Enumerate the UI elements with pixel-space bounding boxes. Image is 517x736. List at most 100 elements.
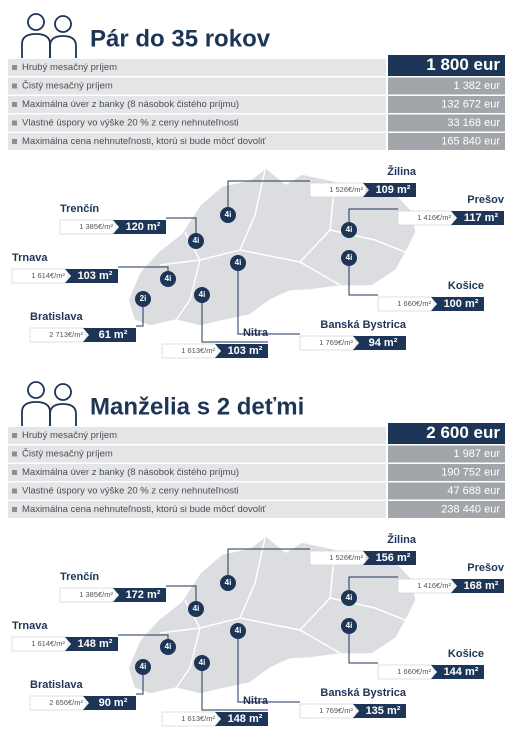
city-name: Bratislava [30,311,83,323]
row-bg [8,501,386,518]
size-box [451,579,504,593]
city-marker [220,575,236,591]
row-value: 1 800 eur [426,55,500,74]
city-name: Nitra [243,327,269,339]
price-box [11,636,69,652]
row-label: Vlastné úspory vo výške 20 % z ceny nehn… [22,118,239,129]
price-box [309,182,367,198]
row-label: Maximálna cena nehnuteľnosti, ktorú si b… [22,136,266,147]
price: 1 385€/m² [79,222,113,231]
size-box [363,183,416,197]
price-box [397,210,455,226]
price-box [299,335,357,351]
callout-line [136,299,144,327]
size: 61 m² [99,329,128,341]
price-box [59,587,117,603]
value-bg [388,96,505,113]
value-bg [388,55,505,76]
row-label: Maximálna cena nehnuteľnosti, ktorú si b… [22,504,266,515]
size-box [83,328,136,342]
size: 117 m² [464,212,499,224]
row-bg [8,482,386,500]
marker-label: 4i [140,662,147,671]
row-label: Vlastné úspory vo výške 20 % z ceny nehn… [22,486,239,497]
marker-label: 4i [235,258,242,267]
size: 148 m² [228,713,263,725]
price-box [161,343,219,359]
marker-label: 4i [193,236,200,245]
row-label: Maximálna úver z banky (8 násobok čistéh… [22,467,239,478]
bullet [12,451,17,457]
price: 1 769€/m² [319,706,353,715]
price-box [161,711,219,727]
size: 109 m² [376,184,411,196]
price: 1 614€/m² [31,639,65,648]
size: 135 m² [366,705,401,717]
region-border [239,537,266,619]
price: 1 526€/m² [329,553,363,562]
icon-body [21,33,51,58]
price-box [377,664,435,680]
marker-label: 4i [346,621,353,630]
size: 168 m² [464,580,499,592]
icon-head [54,383,72,401]
price-box [29,695,87,711]
size-box [451,211,504,225]
price: 2 656€/m² [49,698,83,707]
bullet [12,65,17,70]
callout-line [237,631,300,703]
callout-line [348,258,378,296]
row-value: 238 440 eur [441,503,500,515]
size: 144 m² [444,666,479,678]
city-marker [135,291,151,307]
city-name: Žilina [387,165,417,178]
price-box [397,578,455,594]
row-value: 2 600 eur [426,423,500,442]
price: 1 660€/m² [397,299,431,308]
value-bg [388,77,505,95]
row-value: 33 168 eur [447,117,500,129]
size-box [353,704,406,718]
price-box [299,703,357,719]
size-box [353,336,406,350]
callout-line [237,263,300,335]
city-marker [341,250,357,266]
row-label: Čistý mesačný príjem [22,449,113,460]
size: 100 m² [444,298,479,310]
city-name: Banská Bystrica [320,687,406,699]
row-value: 1 382 eur [454,80,501,92]
region-border [199,617,341,654]
region-border [199,249,341,286]
size-box [113,220,166,234]
marker-label: 2i [140,294,147,303]
bullet [12,433,17,438]
size: 120 m² [126,221,161,233]
size-box [215,712,268,726]
row-bg [8,59,386,76]
callout-line [136,667,144,695]
people-icon [21,381,77,426]
city-marker [194,655,210,671]
city-name: Košice [448,648,484,660]
row-bg [8,133,386,150]
bullet [12,139,17,144]
city-name: Košice [448,280,484,292]
marker-label: 4i [165,642,172,651]
bullet [12,488,17,494]
row-label: Čistý mesačný príjem [22,81,113,92]
region-border [159,627,201,634]
icon-body [49,35,77,58]
city-marker [188,601,204,617]
icon-body [21,401,51,426]
row-label: Hrubý mesačný príjem [22,62,117,73]
row-bg [8,96,386,113]
bullet [12,120,17,126]
price: 2 713€/m² [49,330,83,339]
region-border [239,169,266,251]
size-box [363,551,416,565]
marker-label: 4i [346,593,353,602]
row-value: 165 840 eur [441,135,500,147]
size: 103 m² [228,345,263,357]
row-value: 1 987 eur [454,448,501,460]
